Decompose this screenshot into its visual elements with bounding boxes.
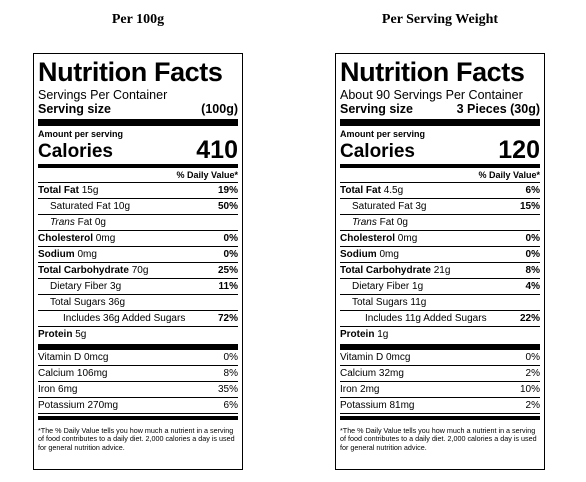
nutrient-row-added-sugars: Includes 36g Added Sugars 72% — [38, 311, 238, 327]
servings-per-container: About 90 Servings Per Container — [340, 88, 523, 102]
amount-per-serving: Amount per serving — [340, 129, 426, 139]
nutrient-row-vitamin-d: Vitamin D 0mcg 0% — [38, 350, 238, 366]
calories-value: 120 — [498, 136, 540, 164]
medium-divider — [38, 416, 238, 420]
calories-label: Calories — [38, 141, 113, 162]
nutrient-row-sodium: Sodium 0mg 0% — [38, 247, 238, 263]
nutrient-row-dietary-fiber: Dietary Fiber 3g 11% — [38, 279, 238, 295]
panel-heading: Per 100g — [111, 12, 165, 27]
servings-per-container: Servings Per Container — [38, 88, 168, 102]
nutrient-row-total-sugars: Total Sugars 36g — [38, 295, 238, 311]
thick-divider — [38, 119, 238, 126]
nutrient-row-total-carbohydrate: Total Carbohydrate 21g 8% — [340, 263, 540, 279]
calories-value: 410 — [196, 136, 238, 164]
nutrient-row-total-fat: Total Fat 4.5g 6% — [340, 183, 540, 199]
nutrient-row-total-sugars: Total Sugars 11g — [340, 295, 540, 311]
calories-row: Calories 410 — [38, 136, 238, 164]
thick-divider — [38, 344, 238, 350]
nutrient-row-potassium: Potassium 270mg 6% — [38, 398, 238, 414]
daily-value-footnote: *The % Daily Value tells you how much a … — [340, 426, 537, 452]
medium-divider — [340, 416, 540, 420]
nutrient-row-added-sugars: Includes 11g Added Sugars 22% — [340, 311, 540, 327]
nutrient-row-saturated-fat: Saturated Fat 3g 15% — [340, 199, 540, 215]
nutrient-row-sodium: Sodium 0mg 0% — [340, 247, 540, 263]
nutrient-row-dietary-fiber: Dietary Fiber 1g 4% — [340, 279, 540, 295]
serving-size-row: Serving size 3 Pieces (30g) — [340, 102, 540, 117]
serving-size-value: 3 Pieces (30g) — [456, 102, 540, 116]
serving-size-row: Serving size (100g) — [38, 102, 238, 117]
nutrition-label: Nutrition Facts About 90 Servings Per Co… — [335, 53, 545, 470]
nutrient-row-calcium: Calcium 32mg 2% — [340, 366, 540, 382]
nutrient-row-vitamin-d: Vitamin D 0mcg 0% — [340, 350, 540, 366]
serving-size-label: Serving size — [340, 102, 413, 116]
nutrient-row-trans-fat: Trans Fat 0g — [340, 215, 540, 231]
medium-divider — [340, 164, 540, 168]
nutrient-row-cholesterol: Cholesterol 0mg 0% — [340, 231, 540, 247]
nutrition-facts-title: Nutrition Facts — [38, 57, 223, 87]
daily-value-footnote: *The % Daily Value tells you how much a … — [38, 426, 235, 452]
medium-divider — [38, 164, 238, 168]
nutrient-row-potassium: Potassium 81mg 2% — [340, 398, 540, 414]
nutrient-row-iron: Iron 6mg 35% — [38, 382, 238, 398]
thick-divider — [340, 344, 540, 350]
calories-label: Calories — [340, 141, 415, 162]
nutrient-row-iron: Iron 2mg 10% — [340, 382, 540, 398]
nutrient-row-cholesterol: Cholesterol 0mg 0% — [38, 231, 238, 247]
nutrition-label: Nutrition Facts Servings Per Container S… — [33, 53, 243, 470]
nutrient-row-total-carbohydrate: Total Carbohydrate 70g 25% — [38, 263, 238, 279]
panel-heading: Per Serving Weight — [381, 12, 499, 27]
daily-value-header: % Daily Value* — [340, 169, 540, 183]
serving-size-label: Serving size — [38, 102, 111, 116]
serving-size-value: (100g) — [201, 102, 238, 116]
calories-row: Calories 120 — [340, 136, 540, 164]
nutrient-row-saturated-fat: Saturated Fat 10g 50% — [38, 199, 238, 215]
daily-value-header: % Daily Value* — [38, 169, 238, 183]
thick-divider — [340, 119, 540, 126]
nutrient-row-protein: Protein 5g — [38, 329, 87, 340]
amount-per-serving: Amount per serving — [38, 129, 124, 139]
nutrient-row-calcium: Calcium 106mg 8% — [38, 366, 238, 382]
nutrient-row-protein: Protein 1g — [340, 329, 389, 340]
nutrition-facts-title: Nutrition Facts — [340, 57, 525, 87]
nutrient-row-total-fat: Total Fat 15g 19% — [38, 183, 238, 199]
nutrient-row-trans-fat: Trans Fat 0g — [38, 215, 238, 231]
